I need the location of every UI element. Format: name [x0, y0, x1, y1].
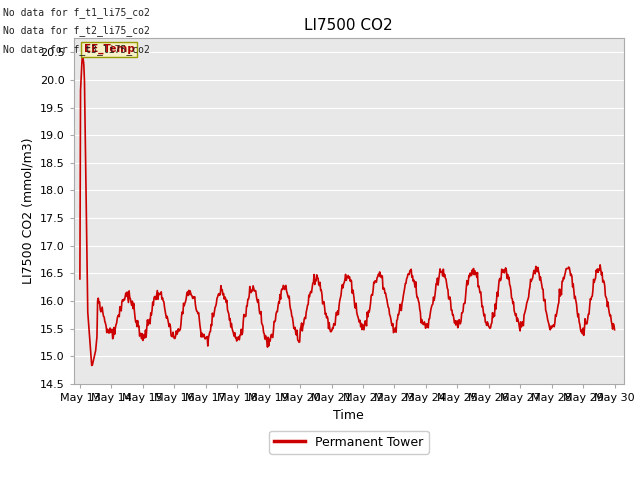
X-axis label: Time: Time [333, 408, 364, 421]
Y-axis label: LI7500 CO2 (mmol/m3): LI7500 CO2 (mmol/m3) [21, 138, 35, 285]
Text: No data for f_t1_li75_co2: No data for f_t1_li75_co2 [3, 7, 150, 18]
Text: No data for f_t2_li75_co2: No data for f_t2_li75_co2 [3, 25, 150, 36]
Title: LI7500 CO2: LI7500 CO2 [305, 18, 393, 33]
Text: No data for f_t3_li75_co2: No data for f_t3_li75_co2 [3, 44, 150, 55]
Text: EE_Temp: EE_Temp [84, 44, 134, 55]
Legend: Permanent Tower: Permanent Tower [269, 431, 429, 454]
